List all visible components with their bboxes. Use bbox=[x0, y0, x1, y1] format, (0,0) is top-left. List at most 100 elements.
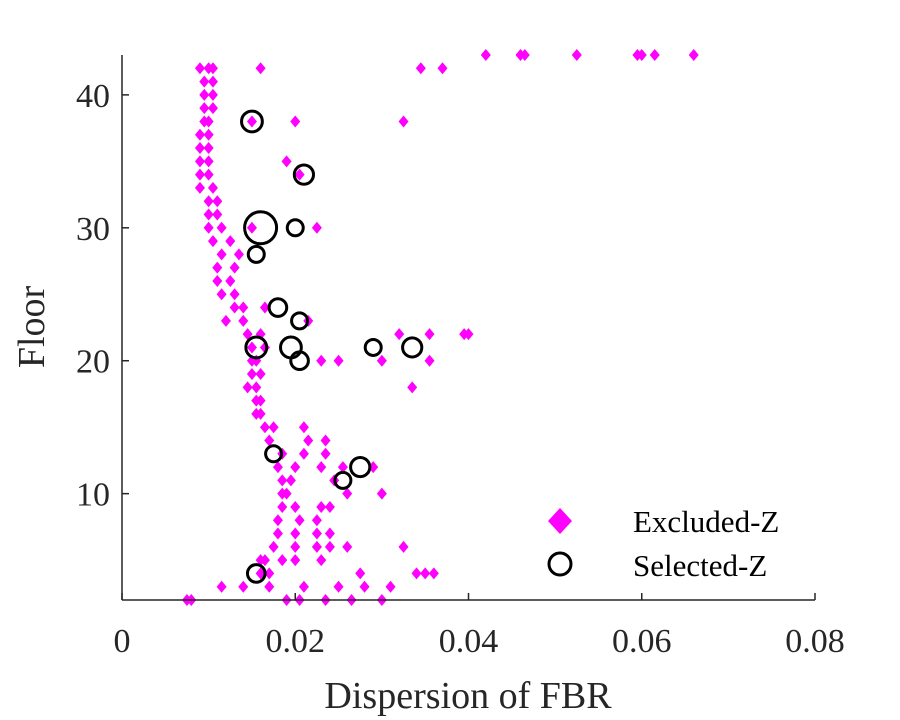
excluded-point bbox=[203, 128, 214, 141]
excluded-point bbox=[320, 447, 331, 460]
y-tick-label: 30 bbox=[76, 211, 110, 248]
selected-point bbox=[292, 163, 316, 186]
excluded-point bbox=[398, 115, 409, 128]
excluded-point bbox=[194, 142, 205, 155]
excluded-point bbox=[199, 102, 210, 115]
excluded-point bbox=[264, 580, 275, 593]
excluded-point bbox=[268, 421, 279, 434]
excluded-point bbox=[251, 381, 262, 394]
selected-point bbox=[244, 335, 269, 360]
excluded-point bbox=[264, 567, 275, 580]
excluded-point bbox=[272, 461, 283, 474]
excluded-point bbox=[207, 102, 218, 115]
selected-point bbox=[401, 336, 424, 359]
excluded-point bbox=[277, 554, 288, 567]
excluded-point bbox=[420, 567, 431, 580]
excluded-point bbox=[290, 115, 301, 128]
excluded-point bbox=[376, 487, 387, 500]
excluded-point bbox=[290, 500, 301, 513]
excluded-point bbox=[212, 195, 223, 208]
excluded-point bbox=[207, 88, 218, 101]
excluded-point bbox=[207, 181, 218, 194]
ticks-layer: 0 0.02 0.04 0.06 0.08 10 20 30 40 bbox=[76, 78, 845, 660]
excluded-point bbox=[212, 208, 223, 221]
x-tick-label: 0.04 bbox=[439, 623, 499, 660]
excluded-point bbox=[324, 540, 335, 553]
excluded-point bbox=[216, 580, 227, 593]
legend-label-excluded: Excluded-Z bbox=[633, 504, 779, 539]
excluded-point bbox=[316, 354, 327, 367]
legend-diamond-icon bbox=[548, 508, 572, 534]
excluded-point bbox=[376, 354, 387, 367]
excluded-point bbox=[259, 421, 270, 434]
excluded-point bbox=[238, 580, 249, 593]
selected-point bbox=[245, 563, 267, 584]
excluded-point bbox=[207, 235, 218, 248]
excluded-point bbox=[194, 181, 205, 194]
selected-point bbox=[264, 444, 284, 464]
excluded-point bbox=[281, 487, 292, 500]
excluded-point bbox=[264, 434, 275, 447]
excluded-point bbox=[424, 354, 435, 367]
excluded-point bbox=[272, 514, 283, 527]
excluded-point bbox=[255, 407, 266, 420]
selected-point bbox=[267, 297, 289, 318]
excluded-point bbox=[311, 540, 322, 553]
excluded-point bbox=[207, 75, 218, 88]
excluded-point bbox=[311, 221, 322, 234]
excluded-point bbox=[281, 155, 292, 168]
excluded-point bbox=[290, 554, 301, 567]
selected-point bbox=[240, 109, 264, 134]
excluded-point bbox=[220, 314, 231, 327]
excluded-point bbox=[216, 288, 227, 301]
excluded-point bbox=[290, 527, 301, 540]
excluded-point bbox=[333, 580, 344, 593]
excluded-point bbox=[411, 567, 422, 580]
selected-point bbox=[289, 350, 310, 372]
excluded-point bbox=[246, 115, 257, 128]
excluded-point bbox=[303, 434, 314, 447]
excluded-point bbox=[207, 62, 218, 75]
excluded-point bbox=[259, 554, 270, 567]
selected-point bbox=[279, 335, 303, 360]
selected-point bbox=[285, 218, 305, 238]
excluded-point bbox=[519, 49, 530, 61]
excluded-point bbox=[259, 301, 270, 314]
excluded-point bbox=[294, 514, 305, 527]
excluded-point bbox=[407, 381, 418, 394]
excluded-point bbox=[394, 328, 405, 341]
y-tick-label: 40 bbox=[76, 78, 110, 115]
excluded-point bbox=[359, 580, 370, 593]
x-tick-label: 0.02 bbox=[266, 623, 326, 660]
excluded-point bbox=[337, 461, 348, 474]
excluded-point bbox=[216, 248, 227, 261]
excluded-point bbox=[238, 301, 249, 314]
excluded-point bbox=[212, 274, 223, 287]
excluded-point bbox=[324, 500, 335, 513]
excluded-point bbox=[246, 368, 257, 381]
legend: Excluded-Z Selected-Z bbox=[547, 504, 779, 583]
excluded-point bbox=[316, 500, 327, 513]
excluded-point bbox=[480, 49, 491, 61]
excluded-point bbox=[233, 248, 244, 261]
excluded-point bbox=[298, 447, 309, 460]
y-tick-label: 20 bbox=[76, 344, 110, 381]
excluded-point bbox=[294, 168, 305, 181]
selected-point bbox=[333, 470, 353, 490]
excluded-point bbox=[199, 75, 210, 88]
excluded-point bbox=[255, 62, 266, 75]
legend-circle-icon bbox=[547, 551, 573, 577]
excluded-point bbox=[277, 500, 288, 513]
excluded-point bbox=[272, 527, 283, 540]
excluded-point bbox=[290, 540, 301, 553]
x-tick-label: 0 bbox=[114, 623, 131, 660]
points-layer bbox=[181, 49, 699, 606]
excluded-point bbox=[268, 540, 279, 553]
excluded-point bbox=[238, 314, 249, 327]
excluded-point bbox=[649, 49, 660, 61]
excluded-point bbox=[194, 62, 205, 75]
x-tick-label: 0.06 bbox=[612, 623, 672, 660]
excluded-point bbox=[229, 288, 240, 301]
selected-point bbox=[349, 455, 372, 479]
